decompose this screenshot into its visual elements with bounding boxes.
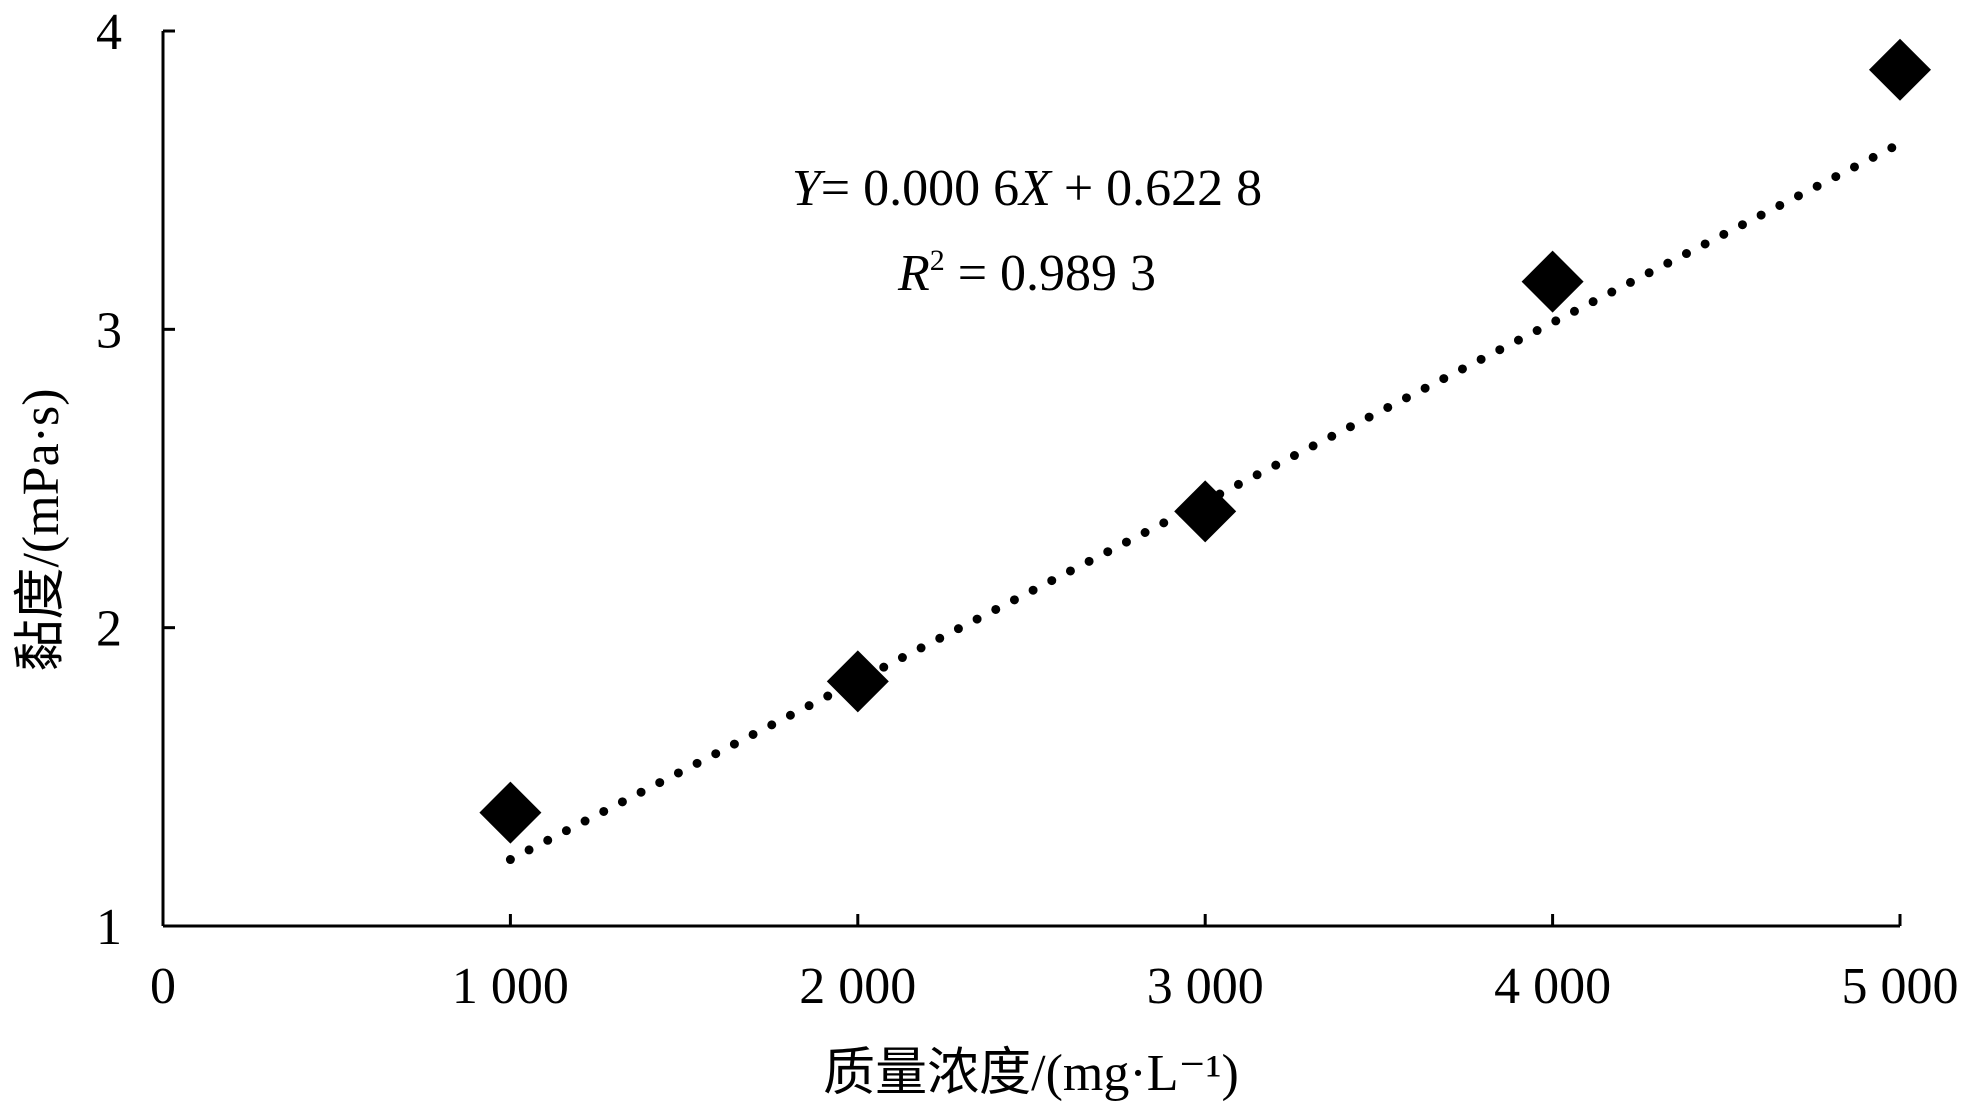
data-point-diamond — [479, 781, 542, 844]
data-point-diamond — [1521, 250, 1584, 313]
x-tick-label: 2 000 — [799, 958, 916, 1015]
x-tick-label: 4 000 — [1494, 958, 1611, 1015]
data-points — [479, 38, 1931, 844]
r-squared-label: R2 = 0.989 3 — [897, 244, 1156, 302]
x-tick-label: 0 — [150, 958, 176, 1015]
y-ticks: 1 2 3 4 — [96, 4, 175, 956]
x-axis-title: 质量浓度/(mg·L⁻¹) — [823, 1045, 1239, 1102]
x-tick-label: 5 000 — [1842, 958, 1959, 1015]
y-tick-label: 1 — [96, 899, 122, 956]
x-ticks: 0 1 000 2 000 3 000 4 000 5 000 — [150, 914, 1959, 1015]
trendline — [505, 139, 1905, 865]
y-tick-label: 4 — [96, 4, 122, 61]
y-axis-title: 黏度/(mPa·s) — [13, 388, 70, 671]
y-tick-label: 3 — [96, 302, 122, 359]
x-tick-label: 3 000 — [1147, 958, 1264, 1015]
trendline-group — [505, 139, 1905, 865]
data-point-diamond — [1174, 480, 1237, 543]
data-point-diamond — [826, 650, 889, 713]
data-point-diamond — [1869, 38, 1931, 101]
x-tick-label: 1 000 — [452, 958, 569, 1015]
y-tick-label: 2 — [96, 601, 122, 658]
axes — [161, 31, 1900, 928]
trendline-equation: Y= 0.000 6X + 0.622 8 — [792, 160, 1262, 217]
